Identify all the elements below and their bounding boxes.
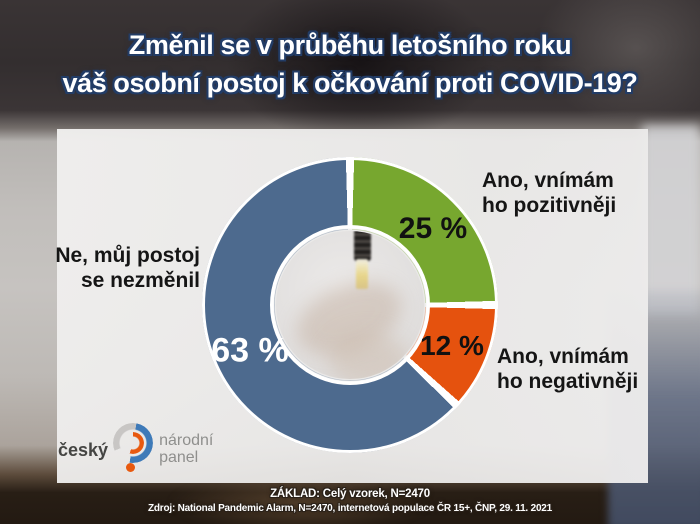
data-source-note: Zdroj: National Pandemic Alarm, N=2470, … bbox=[147, 503, 553, 514]
donut-chart bbox=[202, 157, 498, 453]
callout-unchanged-line1: Ne, můj postoj bbox=[55, 244, 200, 267]
data-label-positive: 25 % bbox=[398, 212, 468, 245]
data-label-unchanged: 63 % bbox=[211, 331, 289, 370]
callout-negative: Ano, vnímám ho negativněji bbox=[497, 344, 638, 394]
callout-unchanged: Ne, můj postoj se nezměnil bbox=[55, 243, 200, 293]
logo-dot-icon bbox=[126, 463, 136, 472]
page-title-line2: váš osobní postoj k očkování proti COVID… bbox=[62, 68, 638, 98]
logo-word-cesky: český bbox=[58, 439, 109, 460]
callout-negative-line2: ho negativněji bbox=[497, 370, 639, 393]
logo-wordmark-line1: národní bbox=[159, 432, 214, 449]
cesky-narodni-panel-logo: český národní panel bbox=[58, 420, 213, 472]
sample-base-note: ZÁKLAD: Celý vzorek, N=2470 bbox=[270, 488, 430, 500]
logo-wordmark: národní panel bbox=[159, 432, 213, 466]
callout-positive-line1: Ano, vnímám bbox=[482, 169, 614, 192]
callout-positive: Ano, vnímám ho pozitivněji bbox=[482, 168, 616, 218]
photo-lab-coat-right bbox=[642, 125, 700, 315]
page-title-line1: Změnil se v průběhu letošního roku bbox=[128, 30, 572, 60]
data-label-negative: 12 % bbox=[420, 330, 484, 361]
logo-hook-icon bbox=[122, 432, 145, 454]
callout-unchanged-line2: se nezměnil bbox=[80, 269, 200, 292]
callout-negative-line1: Ano, vnímám bbox=[497, 345, 629, 368]
callout-positive-line2: ho pozitivněji bbox=[482, 194, 617, 217]
source-note: ZÁKLAD: Celý vzorek, N=2470 Zdroj: Natio… bbox=[0, 487, 700, 516]
page-title: Změnil se v průběhu letošního roku váš o… bbox=[0, 26, 700, 102]
logo-wordmark-line2: panel bbox=[159, 449, 199, 466]
question-mark-ring-icon bbox=[112, 421, 154, 472]
